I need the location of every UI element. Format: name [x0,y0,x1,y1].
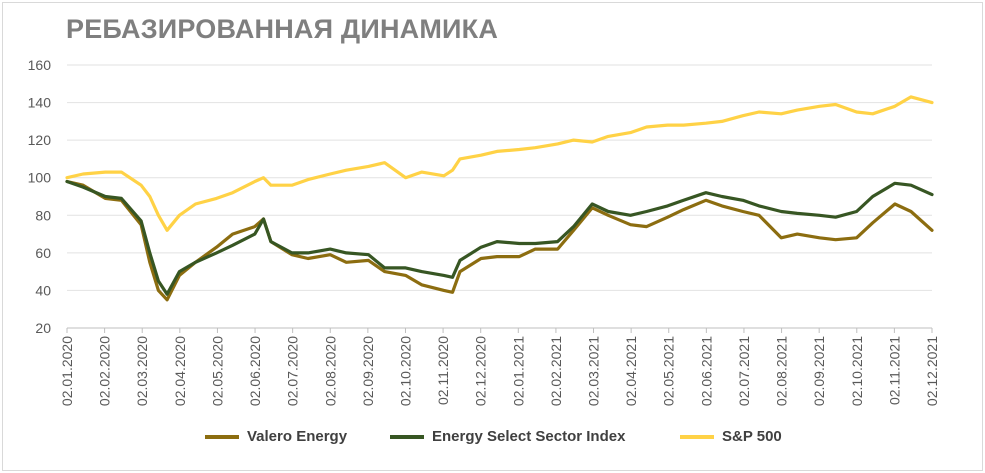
gridlines [67,64,932,329]
series-line-energy-select-sector-index [65,179,934,296]
x-tick-label: 02.07.2020 [285,336,301,406]
y-tick-label: 100 [28,170,52,186]
legend-label-sp500: S&P 500 [722,428,782,445]
x-tick-label: 02.03.2021 [586,336,602,406]
legend-item-energy-select: Energy Select Sector Index [390,428,625,445]
y-tick-label: 40 [35,282,51,298]
x-tick-label: 02.12.2021 [924,336,940,406]
legend-item-sp500: S&P 500 [680,428,782,445]
x-tick-label: 02.08.2020 [322,336,338,406]
x-tick-label: 02.09.2020 [360,336,376,406]
x-tick-label: 02.11.2020 [435,336,451,405]
y-tick-label: 60 [35,245,51,261]
legend-label-valero: Valero Energy [247,428,348,445]
y-tick-label: 80 [35,207,51,223]
x-tick-label: 02.05.2020 [209,336,225,406]
legend-item-valero: Valero Energy [205,428,347,445]
y-tick-label: 20 [35,320,51,336]
x-tick-label: 02.06.2020 [247,336,263,406]
x-tick-label: 02.06.2021 [698,336,714,406]
x-tick-label: 02.10.2020 [397,336,413,406]
x-tick-label: 02.01.2021 [510,336,526,406]
series-line-s-p-500 [65,95,934,232]
legend-swatch-energy-select [390,434,424,439]
x-tick-label: 02.10.2021 [849,336,865,406]
x-tick-label: 02.02.2021 [548,336,564,406]
x-tick-label: 02.08.2021 [774,336,790,406]
y-axis-ticks: 20 40 60 80 100 120 140 160 [28,57,52,336]
y-tick-label: 140 [28,95,52,111]
series-line-valero-energy [65,179,934,302]
x-tick-label: 02.05.2021 [661,336,677,406]
y-tick-label: 160 [28,57,52,73]
x-tick-label: 02.02.2020 [97,336,113,406]
x-axis-ticks: 02.01.2020 02.02.2020 02.03.2020 02.04.2020… [59,328,940,406]
legend: Valero Energy Energy Select Sector Index… [0,428,985,450]
x-tick-label: 02.07.2021 [736,336,752,406]
x-tick-label: 02.11.2021 [886,336,902,405]
chart-title: РЕБАЗИРОВАННАЯ ДИНАМИКА [66,14,499,44]
x-tick-label: 02.01.2020 [59,336,75,406]
x-tick-label: 02.03.2020 [134,336,150,406]
legend-swatch-valero [205,434,239,439]
legend-swatch-sp500 [680,434,714,439]
x-tick-label: 02.04.2020 [172,336,188,406]
x-tick-label: 02.12.2020 [473,336,489,406]
legend-label-energy-select: Energy Select Sector Index [432,428,626,445]
series-lines [65,95,934,302]
y-tick-label: 120 [28,132,52,148]
x-tick-label: 02.04.2021 [623,336,639,406]
x-tick-label: 02.09.2021 [811,336,827,406]
